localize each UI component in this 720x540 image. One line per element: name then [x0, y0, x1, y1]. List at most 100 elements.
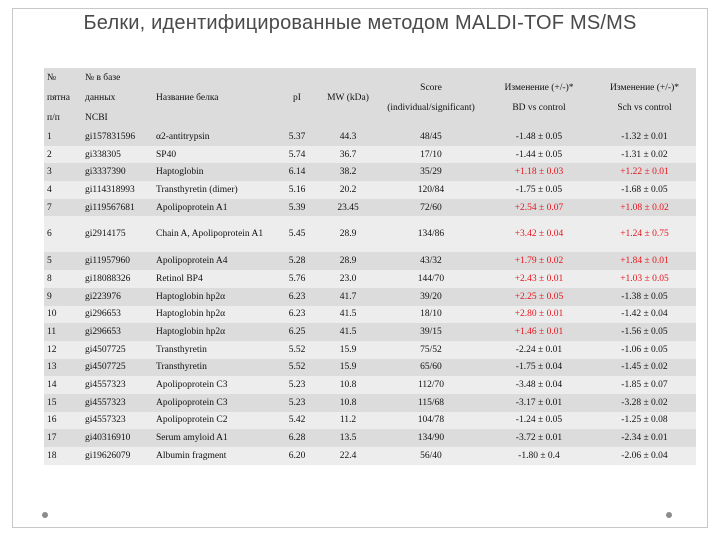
header-protein-name: Название белка [153, 68, 275, 128]
cell-bd-change: +2.80 ± 0.01 [514, 309, 564, 320]
cell-mw: 10.8 [339, 397, 357, 408]
cell-sch-change: +1.08 ± 0.02 [620, 202, 669, 213]
table-row: 13 gi4507725 Transthyretin 5.52 15.9 65/60 -1.… [44, 358, 696, 377]
table-row: 16 gi4557323 Apolipoprotein C2 5.42 11.2 104/… [44, 411, 696, 430]
cell-mw: 44.3 [339, 131, 357, 142]
slide-dot-left [42, 512, 48, 518]
cell-score: 134/90 [417, 433, 445, 444]
cell-pi: 5.74 [288, 149, 306, 160]
cell-sch-change: -1.25 ± 0.08 [621, 415, 668, 426]
slide-dot-right [666, 512, 672, 518]
cell-protein-name: Serum amyloid A1 [156, 433, 228, 444]
cell-bd-change: -3.17 ± 0.01 [515, 397, 563, 408]
header-score: Score (individual/significant) [377, 68, 485, 128]
table-row: 11 gi296653 Haptoglobin hp2α 6.25 41.5 39/15 +… [44, 323, 696, 341]
cell-spot: 10 [47, 309, 57, 320]
cell-sch-change: -1.38 ± 0.05 [621, 291, 668, 302]
table-row: 7 gi119567681 Apolipoprotein A1 5.39 23.45 72… [44, 198, 696, 217]
cell-bd-change: +2.43 ± 0.01 [514, 273, 564, 284]
header-spot-line1: № [47, 73, 57, 83]
cell-mw: 15.9 [339, 362, 357, 373]
cell-spot: 2 [47, 149, 52, 160]
cell-score: 48/45 [420, 131, 442, 142]
cell-protein-name: Haptoglobin hp2α [156, 309, 226, 320]
cell-bd-change: +2.25 ± 0.05 [514, 291, 564, 302]
cell-spot: 11 [47, 327, 57, 338]
table-row: 15 gi4557323 Apolipoprotein C3 5.23 10.8 115/… [44, 393, 696, 412]
cell-protein-name: Haptoglobin hp2α [156, 291, 226, 302]
cell-protein-name: Albumin fragment [156, 450, 227, 461]
cell-protein-name: Transthyretin (dimer) [156, 184, 238, 195]
table-row: 3 gi3337390 Haptoglobin 6.14 38.2 35/29 +1.18 … [44, 163, 696, 182]
cell-ncbi-id: gi296653 [85, 309, 121, 320]
cell-score: 120/84 [417, 184, 445, 195]
cell-protein-name: Apolipoprotein A1 [156, 202, 228, 213]
cell-sch-change: +1.22 ± 0.01 [620, 167, 669, 178]
cell-spot: 1 [47, 131, 52, 142]
cell-sch-change: +1.84 ± 0.01 [620, 256, 669, 267]
cell-mw: 22.4 [339, 450, 357, 461]
slide-title: Белки, идентифицированные методом MALDI-… [83, 12, 637, 34]
cell-sch-change: -1.45 ± 0.02 [621, 362, 668, 373]
header-pi: pI [275, 68, 319, 128]
cell-mw: 23.45 [337, 202, 359, 213]
cell-mw: 23.0 [339, 273, 357, 284]
cell-spot: 7 [47, 202, 52, 213]
cell-score: 75/52 [420, 344, 442, 355]
table-row: 18 gi19626079 Albumin fragment 6.20 22.4 56/4… [44, 447, 696, 465]
cell-spot: 16 [47, 415, 57, 426]
cell-ncbi-id: gi223976 [85, 291, 121, 302]
cell-ncbi-id: gi2914175 [85, 229, 126, 240]
cell-pi: 5.45 [288, 229, 306, 240]
table-row: 12 gi4507725 Transthyretin 5.52 15.9 75/52 -2.… [44, 340, 696, 359]
cell-mw: 41.5 [339, 309, 357, 320]
cell-protein-name: Haptoglobin hp2α [156, 327, 226, 338]
header-bd-line2: BD vs control [512, 103, 566, 113]
cell-sch-change: -3.28 ± 0.02 [621, 397, 668, 408]
cell-ncbi-id: gi4557323 [85, 380, 126, 391]
cell-ncbi-id: gi119567681 [85, 202, 135, 213]
cell-ncbi-id: gi296653 [85, 327, 121, 338]
cell-score: 35/29 [420, 167, 442, 178]
cell-bd-change: -1.44 ± 0.05 [515, 149, 563, 160]
cell-protein-name: α2-antitrypsin [156, 131, 210, 142]
cell-mw: 28.9 [339, 256, 357, 267]
header-spot-line2: пятна [47, 93, 70, 103]
cell-protein-name: Apolipoprotein C2 [156, 415, 228, 426]
table-row: 10 gi296653 Haptoglobin hp2α 6.23 41.5 18/10 +… [44, 305, 696, 324]
cell-mw: 11.2 [339, 415, 357, 426]
cell-bd-change: -3.72 ± 0.01 [515, 433, 563, 444]
cell-ncbi-id: gi11957960 [85, 256, 131, 267]
cell-score: 43/32 [420, 256, 442, 267]
cell-spot: 18 [47, 450, 57, 461]
cell-bd-change: +3.42 ± 0.04 [514, 229, 564, 240]
cell-pi: 6.20 [288, 450, 306, 461]
cell-spot: 14 [47, 380, 57, 391]
cell-mw: 38.2 [339, 167, 357, 178]
cell-mw: 36.7 [339, 149, 357, 160]
table-row: 6 gi2914175 Chain A, Apolipoprotein A1 5.45… [44, 216, 696, 253]
cell-sch-change: -1.06 ± 0.05 [621, 344, 668, 355]
cell-ncbi-id: gi114318993 [85, 184, 135, 195]
cell-pi: 5.42 [288, 415, 306, 426]
header-score-line2: (individual/significant) [387, 103, 475, 113]
cell-bd-change: -1.75 ± 0.04 [515, 362, 563, 373]
header-sch-change: Изменение (+/-)* Sch vs control [593, 68, 696, 128]
cell-protein-name: Apolipoprotein C3 [156, 380, 228, 391]
cell-bd-change: -1.24 ± 0.05 [515, 415, 563, 426]
cell-ncbi-id: gi40316910 [85, 433, 131, 444]
cell-ncbi-id: gi4557323 [85, 397, 126, 408]
cell-ncbi-id: gi3337390 [85, 167, 126, 178]
cell-mw: 13.5 [339, 433, 357, 444]
cell-pi: 5.52 [288, 344, 306, 355]
cell-spot: 9 [47, 291, 52, 302]
cell-sch-change: -1.31 ± 0.02 [621, 149, 668, 160]
header-spot-line3: п/п [47, 113, 60, 123]
header-bd-change: Изменение (+/-)* BD vs control [485, 68, 593, 128]
cell-spot: 12 [47, 344, 57, 355]
cell-protein-name: Retinol BP4 [156, 273, 203, 284]
cell-protein-name: Transthyretin [156, 362, 207, 373]
cell-score: 144/70 [417, 273, 445, 284]
header-ncbi-id: № в базе данных NCBI [82, 68, 153, 128]
table-row: 2 gi338305 SP40 5.74 36.7 17/10 -1.44 ± 0.05 -1… [44, 145, 696, 164]
